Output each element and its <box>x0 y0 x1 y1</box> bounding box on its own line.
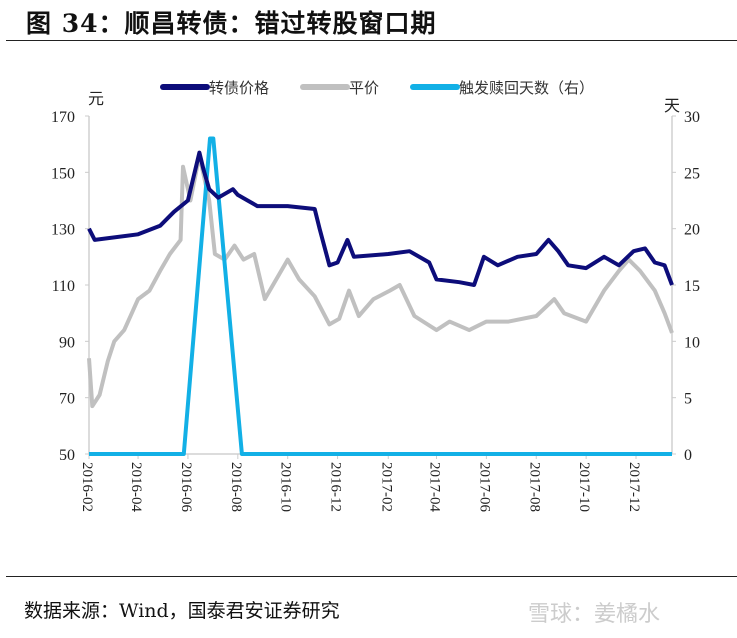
x-tick-label: 2017-04 <box>427 462 443 512</box>
x-tick-label: 2017-10 <box>576 462 592 512</box>
left-axis-unit: 元 <box>88 91 104 108</box>
top-rule <box>6 40 737 41</box>
series-line-3 <box>89 136 672 456</box>
series-line-1 <box>87 150 674 287</box>
legend-label-1: 转债价格 <box>209 80 269 97</box>
x-tick-label: 2017-08 <box>526 462 542 512</box>
left-tick-label: 170 <box>51 109 75 126</box>
legend-label-2: 平价 <box>349 81 379 97</box>
x-tick-label: 2016-02 <box>79 462 95 512</box>
legend-label-3: 触发赎回天数（右） <box>459 80 594 97</box>
left-tick-label: 70 <box>59 391 75 408</box>
right-tick-label: 15 <box>684 278 700 295</box>
right-axis-unit: 天 <box>664 98 680 115</box>
source-note: 数据来源：Wind，国泰君安证券研究 <box>24 600 340 622</box>
right-tick-label: 10 <box>684 334 700 351</box>
bottom-rule <box>6 576 737 577</box>
x-tick-label: 2016-08 <box>228 462 244 512</box>
series-line-2 <box>87 153 674 409</box>
x-tick-label: 2016-10 <box>278 462 294 512</box>
left-tick-label: 50 <box>59 447 75 464</box>
x-tick-label: 2017-06 <box>476 462 492 512</box>
left-tick-label: 130 <box>51 222 75 239</box>
x-tick-label: 2017-12 <box>626 462 642 512</box>
x-tick-label: 2017-02 <box>378 462 394 512</box>
right-tick-label: 25 <box>684 165 700 182</box>
chart: 50 70 90 110 130 150 170 0 5 10 15 20 25 30 元 天 2016-02 2… <box>51 80 700 512</box>
x-tick-label: 2016-04 <box>128 462 144 512</box>
left-tick-label: 110 <box>52 278 75 295</box>
right-tick-label: 20 <box>684 222 700 239</box>
watermark: 雪球：姜橘水 <box>528 602 661 627</box>
right-tick-label: 30 <box>684 109 700 126</box>
right-tick-label: 0 <box>684 447 692 464</box>
x-tick-label: 2016-06 <box>178 462 194 512</box>
left-tick-label: 90 <box>59 334 75 351</box>
x-tick-label: 2016-12 <box>328 462 344 512</box>
right-tick-label: 5 <box>684 391 692 408</box>
figure-title: 图 34：顺昌转债：错过转股窗口期 <box>26 9 437 38</box>
left-tick-label: 150 <box>51 165 75 182</box>
